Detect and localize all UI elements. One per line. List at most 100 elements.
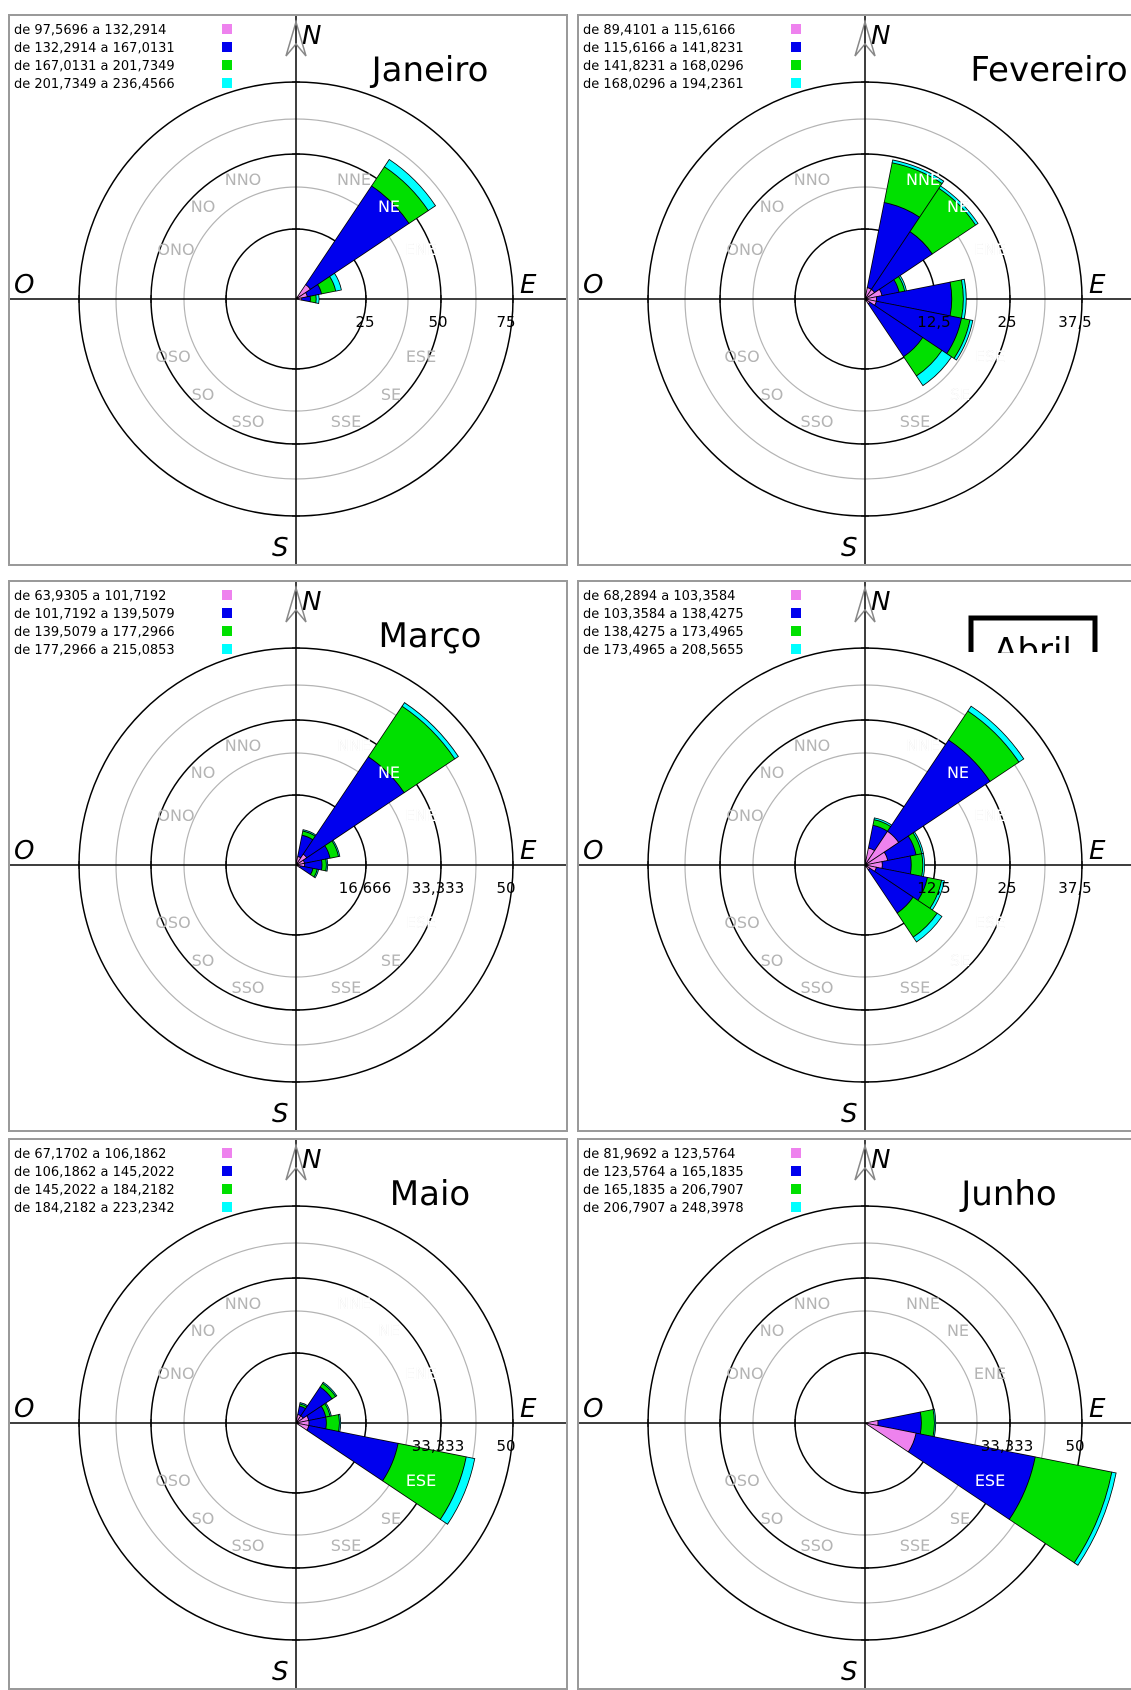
legend-swatch: [222, 60, 232, 70]
direction-label-overlay-ne: NE: [378, 197, 400, 216]
direction-label-se: SE: [950, 1509, 970, 1528]
compass-east-label: E: [1089, 836, 1106, 866]
compass-south-label: S: [272, 1099, 289, 1129]
north-arrow-icon: [854, 19, 876, 57]
ring-value-label: 33,333: [412, 1437, 465, 1455]
ring-value-label: 33,333: [412, 879, 465, 897]
compass-north-label: N: [302, 587, 321, 617]
wind-wedge-ese-bin4: [439, 1456, 476, 1525]
direction-label-ono: ONO: [157, 240, 194, 259]
legend-entry: de 173,4965 a 208,5655: [583, 643, 744, 658]
legend-swatch: [222, 1148, 232, 1158]
direction-label-nne: NNE: [337, 170, 371, 189]
direction-label-so: SO: [761, 1509, 784, 1528]
wind-rose-panel-4: NNONOONONNENEENEOSOSOSSOESESESSENNENEENE…: [8, 1138, 568, 1690]
direction-label-ese: ESE: [406, 347, 436, 366]
legend-entry: de 106,1862 a 145,2022: [14, 1165, 175, 1180]
direction-label-nno: NNO: [225, 170, 262, 189]
direction-label-se: SE: [381, 951, 401, 970]
direction-label-ne: NE: [378, 1321, 400, 1340]
wind-wedge-e-bin3: [949, 279, 964, 319]
compass-south-label: S: [272, 1657, 289, 1687]
ring-value-label: 75: [496, 313, 515, 331]
wind-rose-svg: NNONOONONNENEENEOSOSOSSOESESESSENEENE255…: [10, 16, 566, 564]
wind-wedge-ese-bin4: [953, 319, 974, 361]
direction-label-se: SE: [950, 951, 970, 970]
wind-wedge-ene-bin4: [329, 272, 342, 292]
direction-label-no: NO: [760, 763, 785, 782]
direction-label-overlay-se: SE: [950, 951, 970, 970]
direction-label-ono: ONO: [726, 240, 763, 259]
direction-label-se: SE: [381, 385, 401, 404]
month-title: Abril: [994, 631, 1072, 671]
direction-label-se: SE: [381, 1509, 401, 1528]
direction-label-ono: ONO: [726, 1364, 763, 1383]
ring-value-label: 33,333: [981, 1437, 1034, 1455]
legend-swatch: [791, 42, 801, 52]
wind-wedge-e-bin4: [325, 858, 329, 872]
legend-swatch: [791, 1148, 801, 1158]
direction-label-oso: OSO: [724, 913, 759, 932]
wind-wedge-e-bin3: [321, 858, 327, 872]
wind-wedge-ene-bin4: [331, 839, 341, 858]
direction-label-so: SO: [192, 385, 215, 404]
direction-label-ene: ENE: [974, 1364, 1006, 1383]
title-bracket: [968, 615, 1098, 652]
legend-entry: de 206,7907 a 248,3978: [583, 1201, 744, 1216]
direction-label-no: NO: [760, 1321, 785, 1340]
legend-swatch: [791, 608, 801, 618]
legend-swatch: [791, 590, 801, 600]
month-title: Maio: [390, 1174, 470, 1214]
direction-label-overlay-ese: ESE: [406, 1471, 436, 1490]
wind-rose-svg: NNONOONONNENEENEOSOSOSSOESESESSENNENEENE…: [579, 582, 1131, 1130]
direction-label-ono: ONO: [726, 806, 763, 825]
direction-label-so: SO: [192, 1509, 215, 1528]
wind-rose-panel-5: NNONOONONNENEENEOSOSOSSOESESESSEESE33,33…: [577, 1138, 1131, 1690]
direction-label-overlay-ne: NE: [378, 763, 400, 782]
legend-swatch: [791, 1184, 801, 1194]
direction-label-overlay-ne: NE: [947, 763, 969, 782]
direction-label-overlay-ene: ENE: [974, 806, 1006, 825]
direction-label-oso: OSO: [155, 1471, 190, 1490]
ring-value-label: 25: [997, 313, 1016, 331]
direction-label-nno: NNO: [225, 1294, 262, 1313]
legend-swatch: [222, 644, 232, 654]
direction-label-no: NO: [191, 197, 216, 216]
direction-label-so: SO: [761, 951, 784, 970]
legend-entry: de 97,5696 a 132,2914: [14, 23, 166, 38]
legend-swatch: [791, 60, 801, 70]
direction-label-no: NO: [191, 1321, 216, 1340]
north-arrow-icon: [285, 1143, 307, 1181]
direction-label-nne: NNE: [337, 1294, 371, 1313]
compass-north-label: N: [871, 1145, 890, 1175]
legend-entry: de 201,7349 a 236,4566: [14, 77, 175, 92]
direction-label-sso: SSO: [801, 412, 834, 431]
direction-label-overlay-se: SE: [950, 385, 970, 404]
direction-label-sso: SSO: [232, 412, 265, 431]
legend-entry: de 115,6166 a 141,8231: [583, 41, 744, 56]
legend-swatch: [222, 42, 232, 52]
wind-wedge-ne-bin4: [383, 158, 437, 212]
direction-label-se: SE: [950, 385, 970, 404]
direction-label-oso: OSO: [724, 347, 759, 366]
north-arrow-icon: [854, 1143, 876, 1181]
ring-value-label: 37,5: [1058, 313, 1091, 331]
compass-east-label: E: [520, 1394, 537, 1424]
legend-entry: de 81,9692 a 123,5764: [583, 1147, 735, 1162]
direction-label-overlay-ene: ENE: [405, 1364, 437, 1383]
direction-label-ene: ENE: [974, 240, 1006, 259]
direction-label-oso: OSO: [155, 913, 190, 932]
wind-wedge-ne-bin4: [401, 702, 459, 760]
legend-swatch: [222, 1184, 232, 1194]
compass-south-label: S: [841, 1099, 858, 1129]
compass-north-label: N: [302, 1145, 321, 1175]
direction-label-overlay-ene: ENE: [405, 806, 437, 825]
wind-wedge-se-bin4: [912, 912, 943, 943]
direction-label-sse: SSE: [331, 978, 361, 997]
direction-label-sse: SSE: [900, 412, 930, 431]
ring-value-label: 16,666: [339, 879, 392, 897]
direction-label-nno: NNO: [225, 736, 262, 755]
wind-wedge-e-bin3: [309, 294, 317, 304]
legend-entry: de 177,2966 a 215,0853: [14, 643, 175, 658]
compass-east-label: E: [520, 270, 537, 300]
